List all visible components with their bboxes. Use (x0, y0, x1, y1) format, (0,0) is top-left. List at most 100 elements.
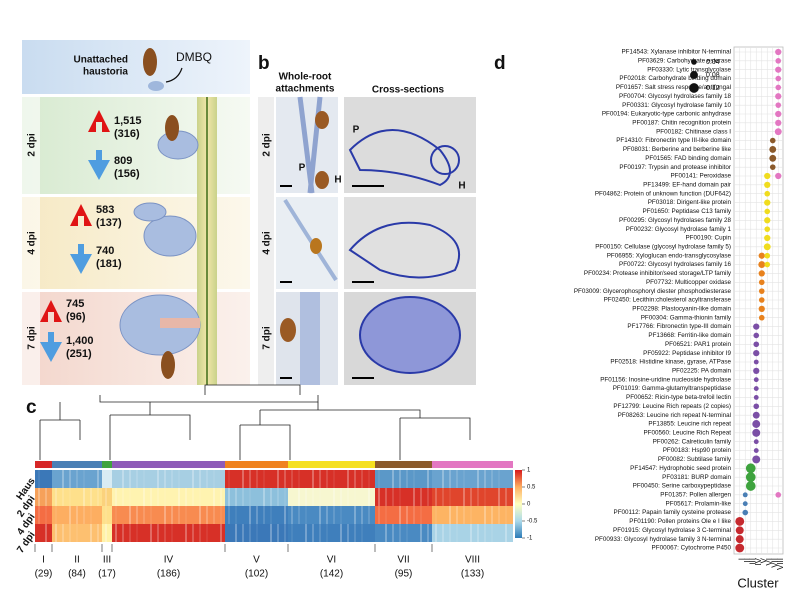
heatmap-stripe (171, 470, 173, 488)
row-label: 7 dpi (27, 326, 38, 350)
cluster-name: III (103, 555, 111, 566)
heatmap-stripe (361, 506, 363, 524)
heatmap-stripe (178, 506, 180, 524)
heatmap-stripe (319, 506, 321, 524)
heatmap-stripe (192, 470, 194, 488)
heatmap-block (375, 488, 432, 506)
y-tick-label: PF05922: Peptidase inhibitor I9 (643, 350, 731, 357)
y-tick-label: PF00722: Glycosyl hydrolases family 16 (619, 261, 731, 268)
panel-a: Unattached haustoria DMBQ 2 dpi 4 dpi 7 … (22, 40, 250, 385)
heatmap-stripe (69, 506, 71, 524)
dot (753, 448, 759, 453)
cluster-count: (29) (35, 569, 53, 580)
heatmap-stripe (263, 470, 265, 488)
y-tick-label: PF02225: PA domain (672, 368, 732, 375)
haustorium-core (160, 318, 200, 328)
heatmap-stripe (45, 488, 47, 506)
y-tick-label: PF03009: Glycerophosphoryl diester phosp… (574, 288, 732, 295)
heatmap-stripe (413, 470, 415, 488)
heatmap-block (112, 506, 225, 524)
y-tick-label: PF03018: Dirigent-like protein (648, 199, 732, 206)
heatmap-stripe (449, 524, 451, 542)
heatmap-block (35, 524, 52, 542)
heatmap-stripe (69, 470, 71, 488)
heatmap-stripe (164, 506, 166, 524)
heatmap-stripe (256, 470, 258, 488)
heatmap-stripe (122, 470, 124, 488)
heatmap-stripe (456, 506, 458, 524)
heatmap-block (112, 470, 225, 488)
heatmap-stripe (427, 524, 429, 542)
dot (753, 377, 759, 383)
heatmap-stripe (249, 506, 251, 524)
heatmap-block (52, 506, 102, 524)
heatmap-stripe (270, 524, 272, 542)
dot (742, 509, 749, 516)
arrow (165, 67, 183, 83)
heatmap-stripe (392, 524, 394, 542)
heatmap-stripe (498, 488, 500, 506)
heatmap-stripe (385, 524, 387, 542)
heatmap-stripe (213, 470, 215, 488)
cluster-bar (112, 461, 225, 468)
cluster-count: (84) (68, 569, 86, 580)
heatmap-stripe (213, 506, 215, 524)
heatmap-stripe (150, 488, 152, 506)
heatmap-stripe (378, 470, 380, 488)
heatmap-stripe (378, 488, 380, 506)
y-tick-label: PF08263: Leucine rich repeat N-terminal (618, 412, 731, 419)
root-tissue (283, 198, 338, 282)
dot (764, 261, 771, 268)
y-tick-label: PF00194: Eukaryotic-type carbonic anhydr… (602, 111, 732, 118)
heatmap-stripe (361, 470, 363, 488)
heatmap-stripe (477, 470, 479, 488)
heatmap-block (52, 488, 102, 506)
heatmap-stripe (69, 488, 71, 506)
marker-label: P (299, 163, 306, 174)
heatmap-stripe (76, 524, 78, 542)
dot (735, 543, 745, 553)
cluster-count: (102) (245, 569, 268, 580)
heatmap-stripe (150, 506, 152, 524)
dot (775, 58, 782, 64)
dot (764, 234, 771, 242)
y-tick-label: PF00704: Glycosyl hydrolases family 18 (619, 93, 731, 100)
heatmap-stripe (235, 506, 237, 524)
y-tick-label: PF03629: Carbohydrate esterase (638, 58, 732, 65)
heatmap-stripe (498, 506, 500, 524)
heatmap-block (375, 470, 432, 488)
x-tick-label: VIII (776, 558, 785, 570)
parasite-root (315, 111, 329, 129)
header-text: haustoria (83, 67, 128, 78)
heatmap-stripe (319, 470, 321, 488)
dot (775, 66, 782, 73)
row-label: 2 dpi (262, 133, 273, 157)
down-count: 809 (114, 155, 132, 167)
heatmap-stripe (263, 506, 265, 524)
heatmap-stripe (399, 506, 401, 524)
heatmap-stripe (143, 470, 145, 488)
heatmap-stripe (392, 488, 394, 506)
dot (752, 455, 761, 464)
legend-dot (689, 83, 699, 93)
dot (753, 350, 760, 357)
y-tick-label: PF13668: Ferritin-like domain (648, 332, 731, 339)
down-count: 740 (96, 245, 114, 257)
heatmap-stripe (326, 524, 328, 542)
heatmap-stripe (340, 506, 342, 524)
heatmap-stripe (477, 524, 479, 542)
down-sub: (156) (114, 168, 140, 180)
heatmap-stripe (178, 488, 180, 506)
heatmap-stripe (484, 470, 486, 488)
heatmap-stripe (206, 506, 208, 524)
heatmap-stripe (90, 506, 92, 524)
cross-section (348, 129, 451, 187)
cluster-count: (17) (98, 569, 116, 580)
dot (775, 102, 782, 108)
heatmap-stripe (354, 524, 356, 542)
dot (764, 190, 771, 197)
down-count: 1,400 (66, 335, 94, 347)
heatmap-stripe (277, 470, 279, 488)
column-title: Cross-sections (372, 85, 445, 96)
y-tick-label: PF00082: Subtilase family (658, 456, 732, 463)
